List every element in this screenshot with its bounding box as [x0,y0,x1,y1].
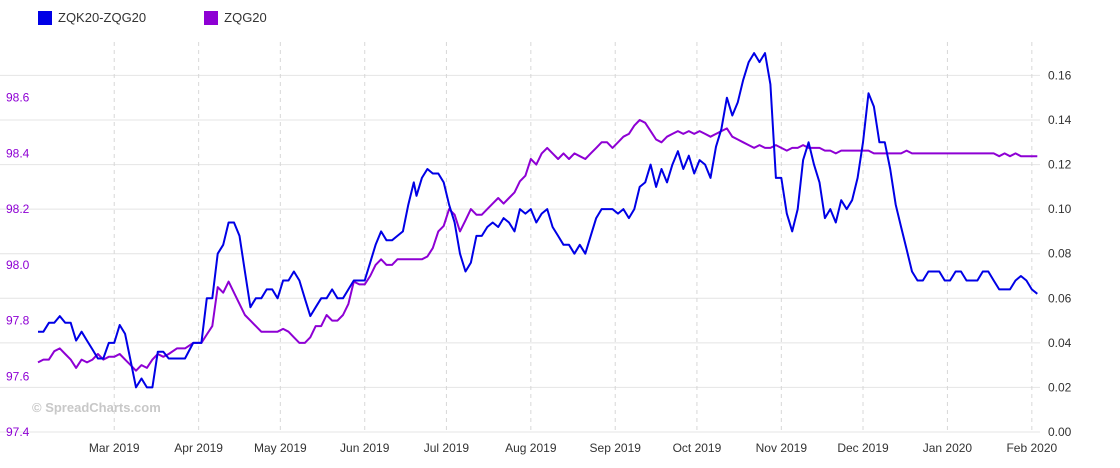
legend-label-series1: ZQK20-ZQG20 [58,10,147,25]
x-tick-label: Jan 2020 [923,441,973,455]
y-left-tick-label: 97.6 [6,369,30,383]
y-right-tick-label: 0.06 [1048,291,1072,305]
legend-swatch-series2 [204,10,219,25]
y-right-tick-label: 0.04 [1048,336,1072,350]
legend-swatch-series1 [38,10,52,25]
y-left-tick-label: 98.0 [6,258,30,272]
legend-label-series2: ZQG20 [224,10,267,25]
x-tick-label: Jun 2019 [340,441,390,455]
axis-layer: 0.00 0.02 0.04 0.06 0.08 0.10 0.12 0.14 0.16 Mar … [6,68,1072,455]
grid-layer [0,42,1040,433]
legend-item-series2[interactable]: ZQG20 [204,10,267,25]
x-tick-label: Apr 2019 [174,441,223,455]
y-left-tick-label: 98.2 [6,202,30,216]
x-tick-label: Oct 2019 [673,441,722,455]
y-left-tick-label: 97.8 [6,314,30,328]
y-left-tick-label: 97.4 [6,425,30,439]
legend-item-series1[interactable]: ZQK20-ZQG20 [38,10,146,25]
x-tick-label: May 2019 [254,441,307,455]
x-tick-label: Aug 2019 [505,441,557,455]
x-tick-label: Feb 2020 [1006,441,1057,455]
x-tick-label: Nov 2019 [756,441,808,455]
series-line-1 [38,52,1038,389]
y-left-tick-label: 98.4 [6,146,30,160]
series-layer [37,52,1038,389]
series-line-2 [37,119,1038,372]
x-tick-label: Dec 2019 [837,441,889,455]
y-right-tick-label: 0.00 [1048,425,1072,439]
y-right-tick-label: 0.02 [1048,380,1072,394]
x-tick-label: Mar 2019 [89,441,140,455]
y-right-tick-label: 0.10 [1048,202,1072,216]
y-right-tick-label: 0.08 [1048,247,1072,261]
y-right-tick-label: 0.12 [1048,158,1072,172]
y-right-tick-label: 0.16 [1048,68,1072,82]
x-tick-label: Sep 2019 [590,441,642,455]
y-left-tick-label: 98.6 [6,91,30,105]
x-tick-label: Jul 2019 [424,441,470,455]
legend: ZQK20-ZQG20 ZQG20 [38,10,267,25]
watermark-text: © SpreadCharts.com [32,400,161,415]
y-right-tick-label: 0.14 [1048,113,1072,127]
